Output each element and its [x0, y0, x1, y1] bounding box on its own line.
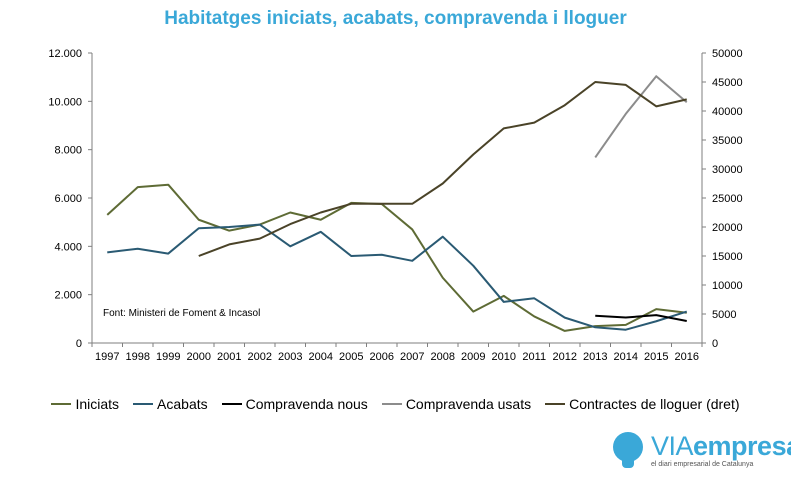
x-tick-label: 1997	[95, 351, 119, 363]
x-tick-label: 1998	[126, 351, 150, 363]
legend-swatch	[221, 403, 242, 405]
right-y-tick-label: 0	[712, 338, 718, 350]
right-y-tick-label: 35000	[712, 135, 743, 147]
chart-title: Habitatges iniciats, acabats, compravend…	[164, 8, 627, 29]
x-tick-label: 2012	[553, 351, 577, 363]
left-y-tick-label: 10.000	[48, 96, 82, 108]
viaempresa-logo: VIAempresa el diari empresarial de Catal…	[607, 430, 791, 476]
right-y-tick-label: 45000	[712, 77, 743, 89]
x-tick-label: 2000	[187, 351, 211, 363]
legend-swatch	[545, 403, 566, 405]
legend-item: Iniciats	[51, 396, 119, 412]
legend-label: Iniciats	[75, 396, 120, 412]
right-y-tick-label: 40000	[712, 106, 743, 118]
x-tick-label: 2007	[400, 351, 424, 363]
series-line-0	[106, 183, 687, 332]
left-y-tick-label: 0	[76, 338, 82, 350]
x-tick-label: 2002	[248, 351, 272, 363]
x-tick-label: 2015	[644, 351, 668, 363]
series-line-4	[198, 81, 687, 257]
right-y-tick-label: 15000	[712, 251, 743, 263]
x-tick-label: 2006	[370, 351, 394, 363]
legend-swatch	[133, 403, 154, 405]
brand-name: VIAempresa	[651, 430, 791, 462]
lightbulb-base	[622, 460, 634, 468]
left-y-tick-label: 6.000	[54, 193, 82, 205]
legend-item: Acabats	[133, 396, 208, 412]
x-tick-label: 2001	[217, 351, 241, 363]
x-tick-label: 2003	[278, 351, 302, 363]
x-tick-label: 2008	[431, 351, 455, 363]
x-tick-label: 2010	[492, 351, 516, 363]
chart-svg: 0 2.000 4.000 6.000 8.000 10.000 12.000 0 5000 10…	[48, 48, 743, 363]
x-tick-label: 1999	[156, 351, 180, 363]
x-tick-label: 2004	[309, 351, 333, 363]
legend-label: Compravenda usats	[405, 396, 532, 412]
series-line-3	[594, 75, 688, 158]
series-line-1	[107, 223, 688, 331]
brand-name-part2: empresa	[693, 431, 791, 461]
legend-label: Acabats	[157, 396, 208, 412]
x-tick-label: 2005	[339, 351, 363, 363]
legend-item: Contractes de lloguer (dret)	[545, 396, 740, 412]
right-y-tick-label: 5000	[712, 309, 736, 321]
right-y-tick-label: 20000	[712, 222, 743, 234]
legend-item: Compravenda usats	[381, 396, 532, 412]
right-y-tick-label: 10000	[712, 280, 743, 292]
lightbulb-icon	[613, 432, 643, 462]
legend: Iniciats Acabats Compravenda nous Compraven…	[0, 393, 791, 415]
legend-item: Compravenda nous	[221, 396, 368, 412]
legend-swatch	[381, 403, 402, 405]
x-tick-label: 2016	[675, 351, 699, 363]
x-tick-label: 2011	[522, 351, 546, 363]
legend-swatch	[51, 403, 72, 405]
left-y-tick-label: 2.000	[54, 290, 82, 302]
right-y-tick-label: 50000	[712, 48, 743, 60]
left-y-tick-label: 4.000	[54, 241, 82, 253]
brand-tagline: el diari empresarial de Catalunya	[651, 461, 754, 468]
x-tick-label: 2009	[461, 351, 485, 363]
x-tick-label: 2014	[614, 351, 638, 363]
right-y-tick-label: 30000	[712, 164, 743, 176]
legend-label: Compravenda nous	[245, 396, 368, 412]
series-line-2	[595, 314, 687, 322]
source-note: Font: Ministeri de Foment & Incasol	[103, 308, 260, 319]
left-y-tick-label: 8.000	[54, 145, 82, 157]
left-y-tick-label: 12.000	[48, 48, 82, 60]
x-tick-label: 2013	[583, 351, 607, 363]
legend-label: Contractes de lloguer (dret)	[569, 396, 740, 412]
brand-name-part1: VIA	[651, 431, 694, 461]
right-y-tick-label: 25000	[712, 193, 743, 205]
